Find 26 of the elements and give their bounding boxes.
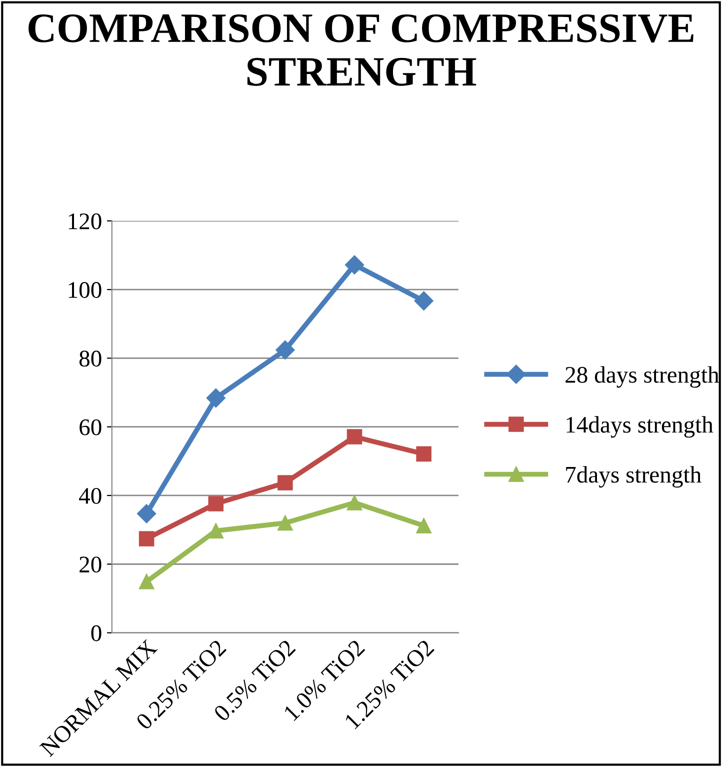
point <box>278 515 293 531</box>
y-tick-label: 20 <box>80 556 102 573</box>
y-tick-label: 120 <box>68 213 102 230</box>
point <box>208 523 224 538</box>
point <box>414 291 434 310</box>
chart-title: COMPARISON OF COMPRESSIVE STRENGTH <box>28 14 694 86</box>
point <box>416 518 432 534</box>
y-tick-label: 100 <box>68 282 102 298</box>
point <box>208 496 224 512</box>
point <box>278 475 293 490</box>
point <box>137 504 156 524</box>
point <box>344 255 364 274</box>
point <box>206 388 226 408</box>
y-tick-label: 0 <box>91 625 102 642</box>
point <box>138 574 154 590</box>
y-tick-label: 80 <box>79 350 102 367</box>
point <box>346 429 362 444</box>
legend-label: 28 days strength <box>566 366 720 388</box>
point <box>416 446 432 462</box>
y-tick-label: 60 <box>80 419 102 436</box>
legend-label: 14days strength <box>566 416 714 438</box>
point <box>138 531 154 546</box>
point <box>276 340 295 360</box>
point <box>346 495 362 510</box>
y-tick-label: 40 <box>79 488 102 504</box>
legend-label: 7days strength <box>566 466 702 488</box>
